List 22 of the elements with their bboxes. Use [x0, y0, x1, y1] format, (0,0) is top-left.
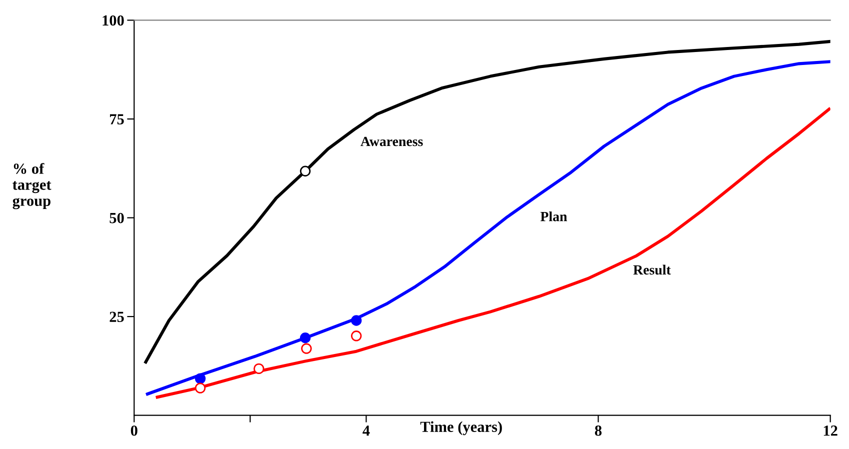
y-tick-label: 75	[110, 114, 124, 124]
y-tick-label: 25	[110, 312, 124, 322]
x-tick-label: 12	[824, 426, 838, 436]
series-label: Awareness	[360, 136, 423, 146]
point	[254, 363, 264, 374]
point	[300, 166, 311, 176]
x-tick-label: 0	[130, 425, 138, 436]
series-label: Plan	[540, 211, 568, 222]
point	[350, 315, 362, 326]
x-tick-label: 4	[362, 426, 370, 436]
y-axis-title: % of target group	[12, 162, 52, 210]
y-tick-label: 100	[102, 15, 124, 26]
point	[194, 382, 206, 394]
point	[301, 343, 312, 354]
x-tick-label: 8	[594, 425, 602, 436]
series-label: Result	[633, 264, 671, 275]
point	[194, 373, 206, 384]
x-axis-title: Time (years)	[420, 421, 502, 436]
line-series	[156, 108, 830, 399]
point	[350, 330, 362, 342]
point	[300, 332, 311, 344]
y-tick-label: 50	[110, 212, 124, 224]
